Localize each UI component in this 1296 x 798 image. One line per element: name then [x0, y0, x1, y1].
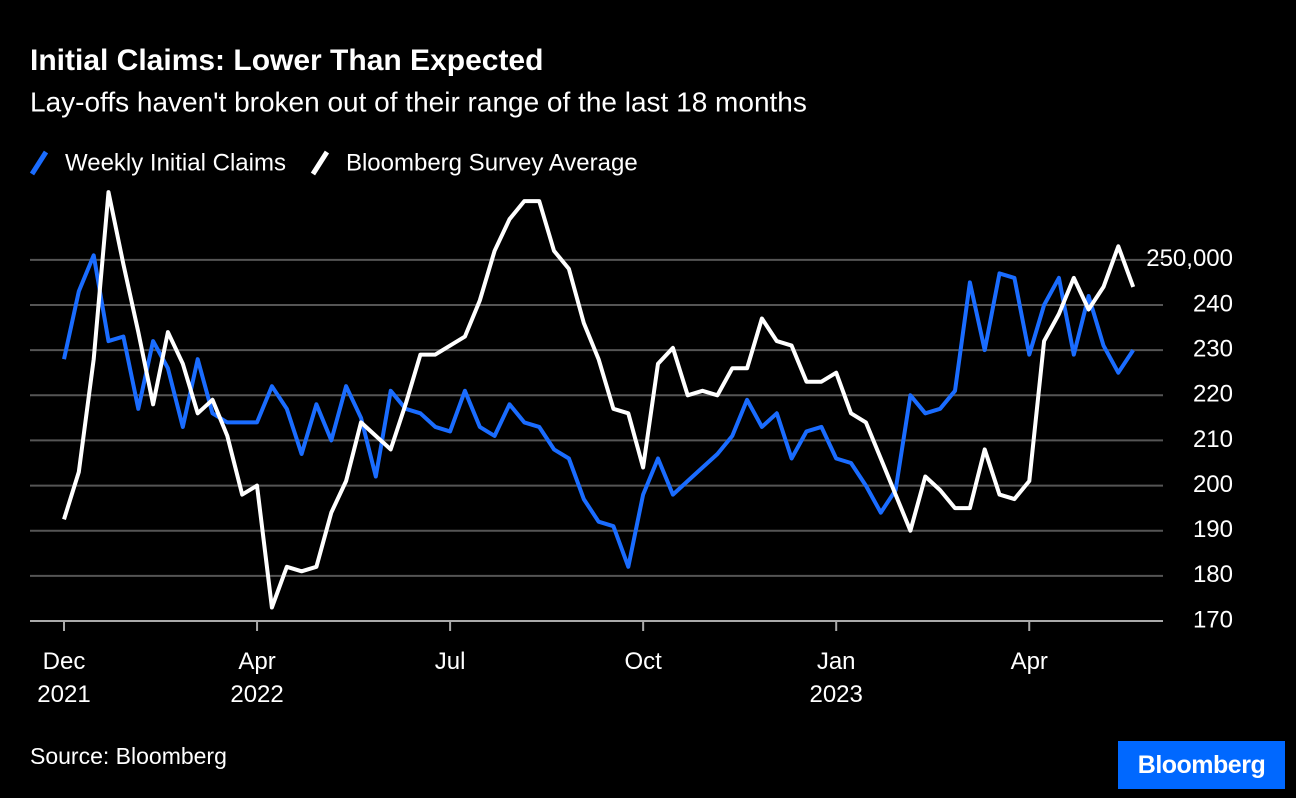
- x-tick-label: Dec 2021: [37, 648, 91, 708]
- chart-title: Initial Claims: Lower Than Expected: [30, 44, 543, 77]
- y-tick-label: 190: [1193, 516, 1233, 543]
- legend-swatch: [29, 150, 49, 176]
- y-tick-label: 210: [1193, 426, 1233, 453]
- y-tick-label: 220: [1193, 381, 1233, 408]
- series-line: [62, 190, 1136, 610]
- series-line: [62, 253, 1135, 569]
- x-tick-label: Apr: [1010, 648, 1048, 675]
- y-tick-label: 180: [1193, 561, 1233, 588]
- source: Source: Bloomberg: [30, 743, 227, 769]
- legend-label: Weekly Initial Claims: [65, 149, 286, 176]
- chart-subtitle: Lay-offs haven't broken out of their ran…: [30, 86, 807, 117]
- legend-label: Bloomberg Survey Average: [346, 149, 638, 176]
- x-tick-label: Jul: [434, 648, 466, 675]
- y-tick-label: 240: [1193, 290, 1233, 317]
- y-tick-label: 200: [1193, 471, 1233, 498]
- y-tick-label: 250,000: [1146, 245, 1233, 272]
- x-tick-label: Jan 2023: [809, 648, 863, 708]
- y-tick-label: 230: [1193, 335, 1233, 362]
- brand-logo: Bloomberg: [1118, 741, 1285, 789]
- x-tick-label: Apr 2022: [230, 648, 284, 708]
- y-tick-label: 170: [1193, 606, 1233, 633]
- x-tick-label: Oct: [624, 648, 662, 675]
- legend-swatch: [310, 150, 330, 176]
